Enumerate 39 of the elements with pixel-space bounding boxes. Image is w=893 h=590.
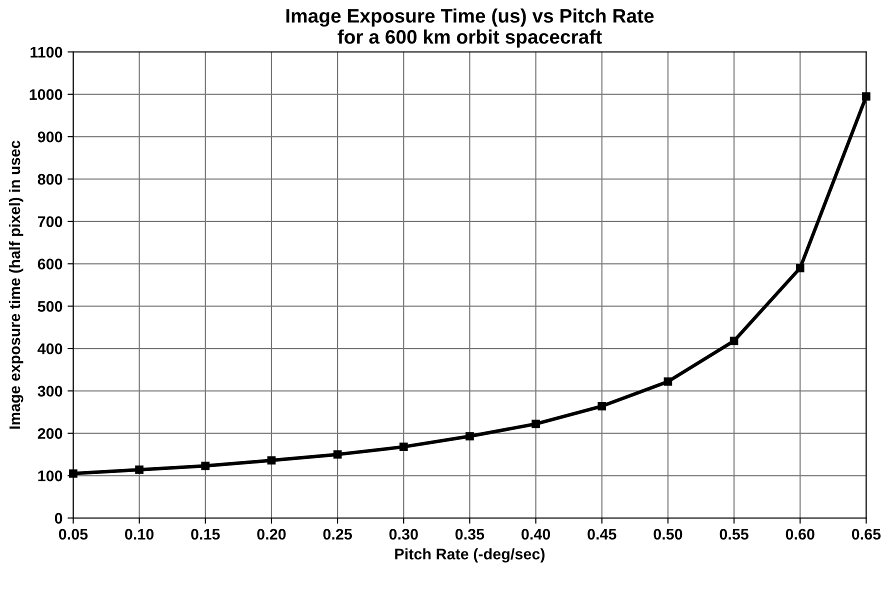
x-axis-title: Pitch Rate (-deg/sec): [395, 548, 545, 563]
y-tick-label: 300: [38, 386, 62, 397]
y-tick-label: 900: [38, 132, 62, 142]
x-tick-label: 0.15: [191, 528, 220, 540]
point: [796, 264, 804, 272]
x-tick-label: 0.30: [389, 528, 418, 540]
x-tick-label: 0.65: [852, 528, 881, 540]
y-tick-label: 600: [38, 258, 62, 270]
point: [532, 420, 540, 428]
x-tick-label: 0.50: [654, 528, 682, 540]
x-tick-label: 0.25: [323, 528, 352, 540]
y-tick-label: 0: [54, 512, 62, 524]
y-tick-label: 1000: [30, 89, 62, 100]
point: [730, 336, 738, 346]
chart-title: Image Exposure Time (us) vs Pitch Rate for a 600 km orbit spacecraft: [286, 8, 654, 48]
point: [664, 377, 672, 386]
x-tick-label: 0.45: [588, 528, 616, 540]
x-tick-label: 0.60: [786, 528, 814, 540]
y-tick-label: 200: [38, 428, 62, 439]
y-tick-label: 100: [38, 470, 62, 482]
x-tick-label: 0.10: [125, 528, 154, 540]
y-tick-label: 1100: [30, 46, 62, 58]
x-tick-label: 0.05: [58, 528, 88, 540]
point: [466, 432, 474, 440]
point: [135, 466, 144, 474]
point: [399, 442, 408, 451]
point: [598, 402, 606, 410]
point: [201, 462, 210, 470]
x-tick-label: 0.40: [522, 528, 550, 540]
point: [267, 456, 276, 465]
x-tick-label: 0.55: [720, 528, 748, 540]
x-tick-label: 0.20: [257, 528, 286, 540]
y-tick-label: 700: [38, 216, 62, 228]
x-tick-label: 0.35: [455, 528, 484, 540]
y-tick-label: 400: [38, 343, 62, 354]
y-tick-label: 500: [38, 301, 62, 312]
y-tick-label: 800: [38, 174, 62, 185]
point: [333, 450, 342, 459]
y-axis-title: Image exposure time (half pixel) in usec: [8, 140, 24, 429]
